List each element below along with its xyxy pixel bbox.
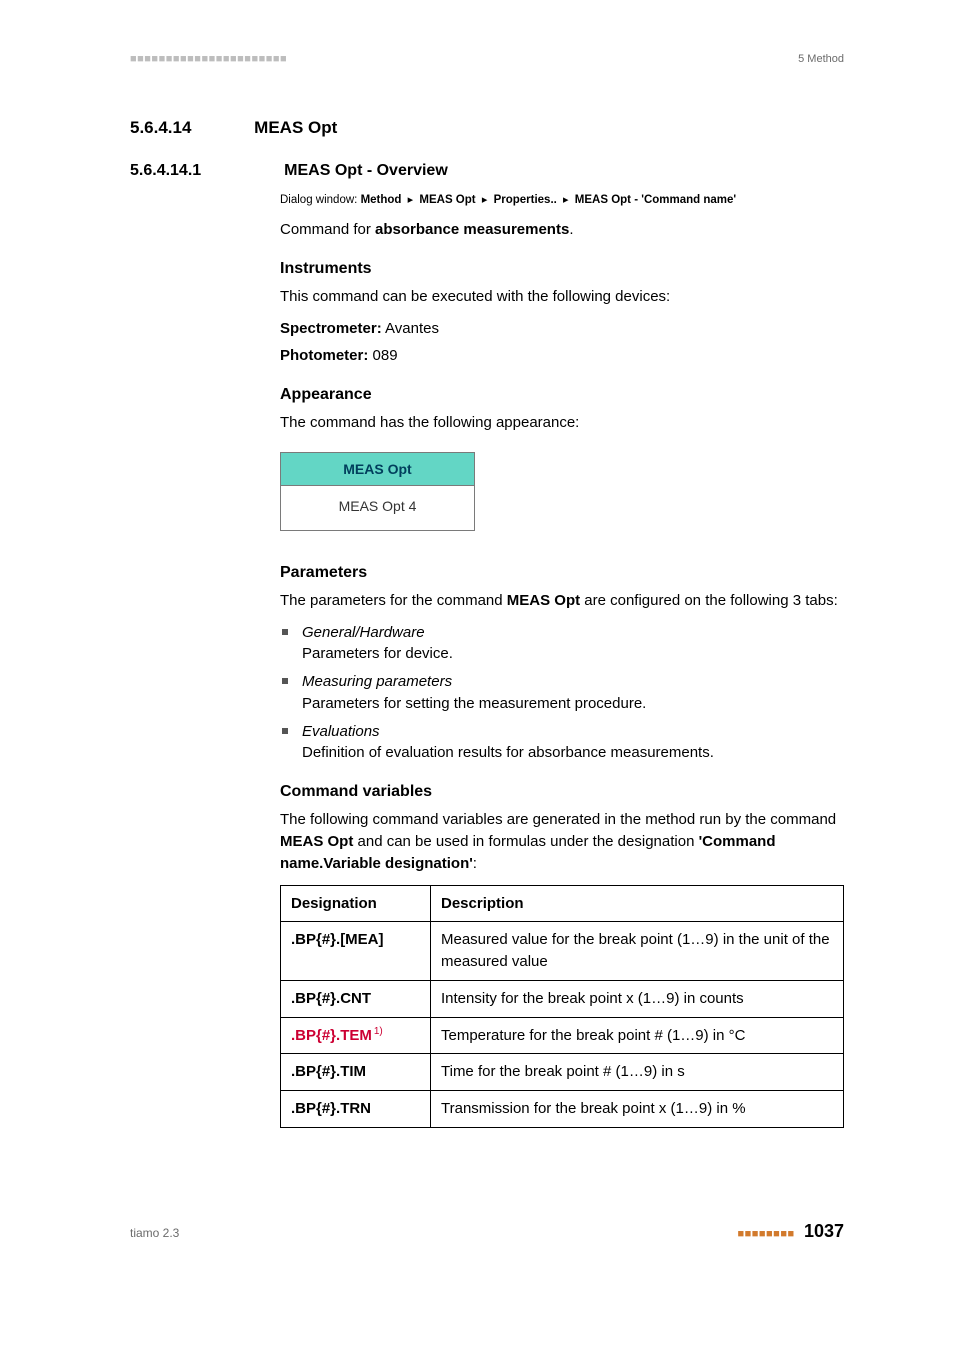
list-item: Measuring parameters Parameters for sett…	[280, 671, 844, 715]
parameters-lead-post: are configured on the following 3 tabs:	[580, 592, 838, 609]
table-row: .BP{#}.TRN Transmission for the break po…	[281, 1091, 844, 1128]
intro-bold: absorbance measurements	[375, 221, 569, 238]
list-item: General/Hardware Parameters for device.	[280, 622, 844, 666]
cell-designation: .BP{#}.[MEA]	[281, 922, 431, 981]
cell-designation: .BP{#}.TIM	[281, 1054, 431, 1091]
param-desc-1: Parameters for setting the measurement p…	[302, 695, 646, 712]
dialog-step-0: Method	[361, 194, 402, 206]
intro-line: Command for absorbance measurements.	[280, 219, 844, 241]
cell-description: Transmission for the break point x (1…9)…	[431, 1091, 844, 1128]
cmdvars-bold1: MEAS Opt	[280, 833, 353, 850]
instrument-label-1: Photometer:	[280, 347, 368, 364]
cmdvars-heading: Command variables	[280, 780, 844, 803]
dialog-step-1: MEAS Opt	[419, 194, 475, 206]
cell-sup: 1)	[372, 1026, 383, 1037]
cell-description: Temperature for the break point # (1…9) …	[431, 1017, 844, 1054]
table-row: .BP{#}.[MEA] Measured value for the brea…	[281, 922, 844, 981]
footer-product: tiamo 2.3	[130, 1225, 179, 1242]
instrument-value-1: 089	[368, 347, 397, 364]
cell-description: Measured value for the break point (1…9)…	[431, 922, 844, 981]
cmdvars-lead: The following command variables are gene…	[280, 809, 844, 874]
cmdvars-post: :	[473, 855, 477, 872]
arrow-icon: ▸	[479, 194, 491, 206]
cell-designation: .BP{#}.TRN	[281, 1091, 431, 1128]
cell-designation: .BP{#}.TEM1)	[281, 1017, 431, 1054]
instrument-value-0: Avantes	[382, 320, 439, 337]
instruments-lead: This command can be executed with the fo…	[280, 286, 844, 308]
instruments-heading: Instruments	[280, 257, 844, 280]
subsection-number: 5.6.4.14.1	[130, 159, 280, 182]
cmdvars-pre: The following command variables are gene…	[280, 811, 836, 828]
param-title-1: Measuring parameters	[302, 671, 844, 693]
cell-description: Intensity for the break point x (1…9) in…	[431, 980, 844, 1017]
param-title-2: Evaluations	[302, 721, 844, 743]
parameters-lead: The parameters for the command MEAS Opt …	[280, 590, 844, 612]
parameters-list: General/Hardware Parameters for device. …	[280, 622, 844, 765]
parameters-lead-bold: MEAS Opt	[507, 592, 580, 609]
header-marks: ■■■■■■■■■■■■■■■■■■■■■■	[130, 52, 287, 68]
table-row: .BP{#}.TEM1) Temperature for the break p…	[281, 1017, 844, 1054]
dialog-prefix: Dialog window:	[280, 194, 357, 206]
variables-table: Designation Description .BP{#}.[MEA] Mea…	[280, 885, 844, 1128]
list-item: Evaluations Definition of evaluation res…	[280, 721, 844, 765]
arrow-icon: ▸	[405, 194, 417, 206]
instrument-line: Spectrometer: Avantes	[280, 318, 844, 340]
intro-pre: Command for	[280, 221, 375, 238]
cell-description: Time for the break point # (1…9) in s	[431, 1054, 844, 1091]
param-title-0: General/Hardware	[302, 622, 844, 644]
param-desc-0: Parameters for device.	[302, 645, 453, 662]
footer-dots: ■■■■■■■■	[737, 1228, 794, 1240]
command-tile-header: MEAS Opt	[281, 453, 474, 486]
col-header-description: Description	[431, 885, 844, 922]
subsection-title: MEAS Opt - Overview	[284, 162, 448, 179]
appearance-lead: The command has the following appearance…	[280, 412, 844, 434]
section-title: MEAS Opt	[254, 118, 337, 137]
footer-page-number: 1037	[804, 1221, 844, 1241]
footer-right: ■■■■■■■■ 1037	[737, 1218, 844, 1244]
command-tile-body: MEAS Opt 4	[281, 486, 474, 529]
command-tile: MEAS Opt MEAS Opt 4	[280, 452, 475, 531]
parameters-heading: Parameters	[280, 561, 844, 584]
param-desc-2: Definition of evaluation results for abs…	[302, 744, 714, 761]
chapter-label: 5 Method	[798, 52, 844, 68]
dialog-step-2: Properties..	[494, 194, 557, 206]
table-header-row: Designation Description	[281, 885, 844, 922]
cell-designation-text: .BP{#}.TEM	[291, 1027, 372, 1044]
intro-post: .	[569, 221, 573, 238]
table-row: .BP{#}.TIM Time for the break point # (1…	[281, 1054, 844, 1091]
parameters-lead-pre: The parameters for the command	[280, 592, 507, 609]
appearance-heading: Appearance	[280, 383, 844, 406]
section-number: 5.6.4.14	[130, 116, 250, 141]
arrow-icon: ▸	[560, 194, 572, 206]
table-row: .BP{#}.CNT Intensity for the break point…	[281, 980, 844, 1017]
instrument-label-0: Spectrometer:	[280, 320, 382, 337]
cell-designation: .BP{#}.CNT	[281, 980, 431, 1017]
cmdvars-mid: and can be used in formulas under the de…	[353, 833, 698, 850]
dialog-path: Dialog window: Method ▸ MEAS Opt ▸ Prope…	[280, 192, 844, 209]
col-header-designation: Designation	[281, 885, 431, 922]
dialog-step-3: MEAS Opt - 'Command name'	[575, 194, 736, 206]
instrument-line: Photometer: 089	[280, 345, 844, 367]
